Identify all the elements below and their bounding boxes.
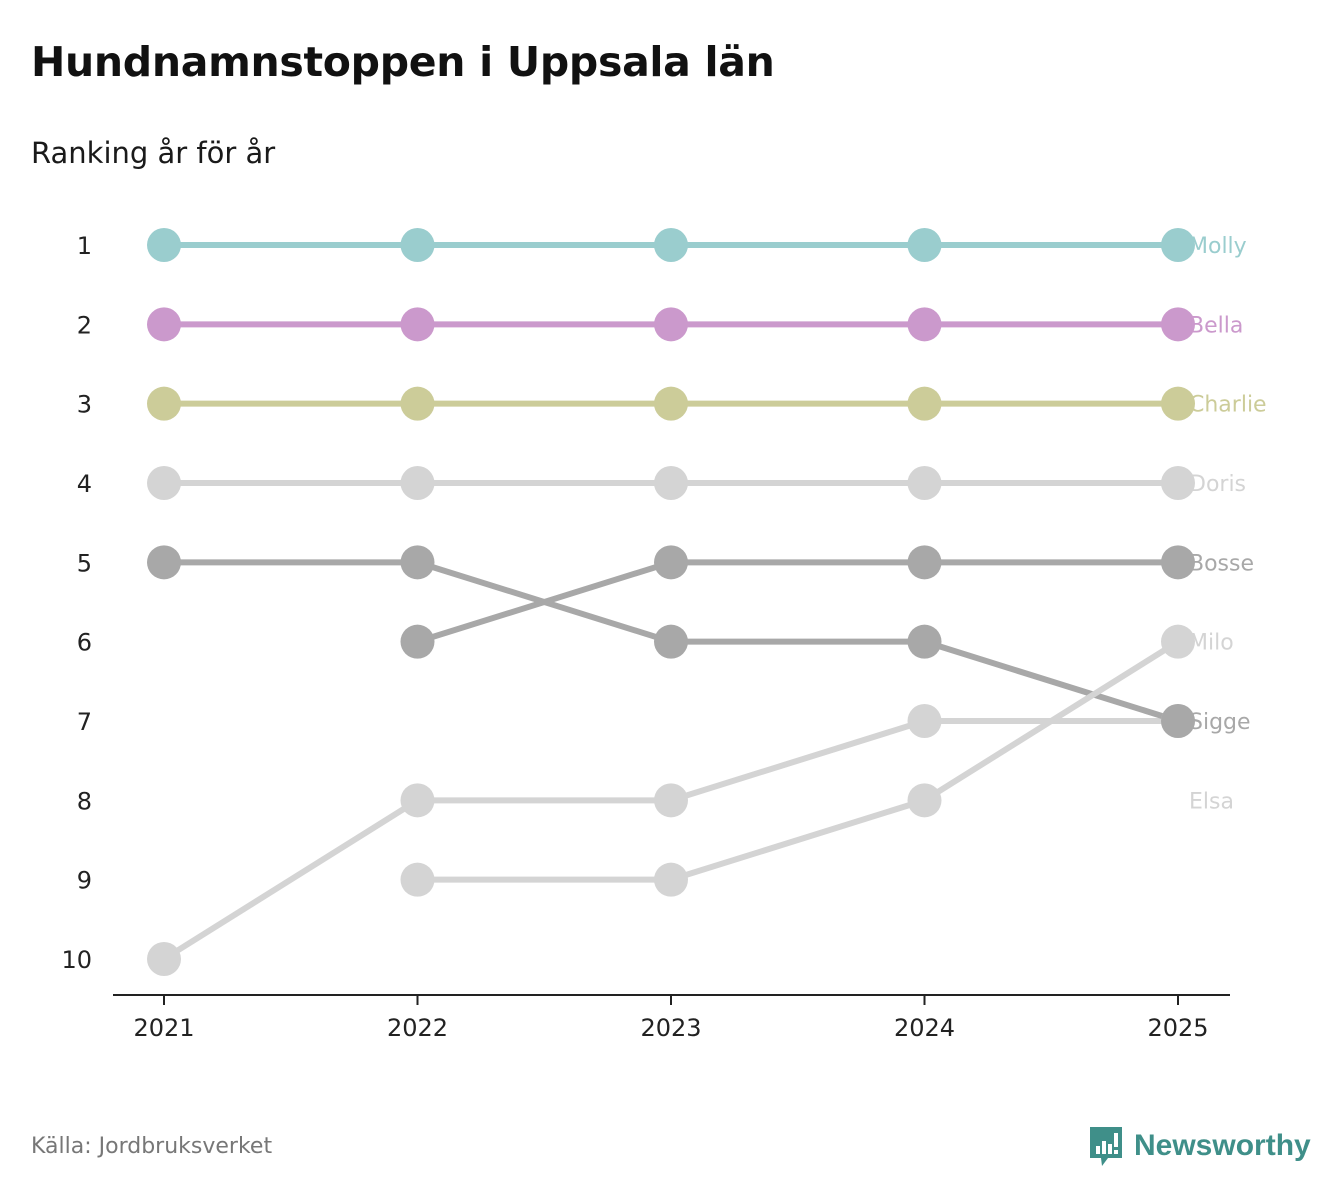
y-tick-label: 8 bbox=[77, 787, 92, 815]
point-molly bbox=[654, 228, 688, 262]
point-elsa bbox=[654, 783, 688, 818]
point-sigge bbox=[1161, 704, 1195, 738]
point-molly bbox=[400, 228, 435, 262]
chart-title: Hundnamnstoppen i Uppsala län bbox=[31, 38, 775, 86]
y-tick-label: 7 bbox=[77, 708, 92, 736]
point-milo bbox=[1161, 624, 1195, 659]
point-bella bbox=[400, 307, 435, 342]
point-doris bbox=[654, 466, 688, 500]
y-tick-label: 6 bbox=[77, 629, 92, 657]
y-tick-label: 4 bbox=[77, 470, 92, 498]
point-bella bbox=[907, 307, 942, 342]
point-doris bbox=[400, 466, 435, 500]
point-bella bbox=[1161, 307, 1195, 342]
series-lines bbox=[161, 242, 1181, 962]
point-charlie bbox=[1161, 386, 1195, 421]
point-charlie bbox=[907, 386, 942, 421]
point-bosse bbox=[654, 545, 688, 580]
series-label-molly: Molly bbox=[1189, 234, 1247, 259]
point-sigge bbox=[907, 624, 942, 659]
chart-subtitle: Ranking år för år bbox=[31, 136, 276, 170]
point-sigge bbox=[147, 545, 181, 580]
series-label-milo: Milo bbox=[1189, 631, 1234, 656]
point-sigge bbox=[400, 545, 435, 580]
series-label-charlie: Charlie bbox=[1189, 393, 1267, 418]
y-tick-label: 5 bbox=[77, 549, 92, 577]
series-points bbox=[147, 228, 1195, 976]
point-sigge bbox=[654, 624, 688, 659]
y-tick-label: 1 bbox=[77, 232, 92, 260]
brand-logo[interactable]: Newsworthy bbox=[1088, 1124, 1311, 1168]
point-bella bbox=[654, 307, 688, 342]
brand-name: Newsworthy bbox=[1134, 1129, 1311, 1162]
point-milo bbox=[654, 862, 688, 897]
series-line-bosse bbox=[414, 559, 1181, 645]
series-label-sigge: Sigge bbox=[1189, 710, 1251, 735]
x-axis-ticks: 2021 2022 2023 2024 2025 bbox=[133, 995, 1209, 1042]
series-labels: Molly Bella Charlie Doris Bosse Milo Sigge Elsa bbox=[1189, 234, 1267, 814]
point-molly bbox=[1161, 228, 1195, 262]
point-elsa bbox=[147, 942, 181, 976]
point-charlie bbox=[654, 386, 688, 421]
x-tick-label: 2023 bbox=[640, 1014, 701, 1042]
y-tick-label: 3 bbox=[77, 391, 92, 419]
x-tick-label: 2025 bbox=[1147, 1014, 1208, 1042]
point-charlie bbox=[400, 386, 435, 421]
x-tick-label: 2024 bbox=[894, 1014, 955, 1042]
point-charlie bbox=[147, 386, 181, 421]
point-bosse bbox=[907, 545, 942, 580]
series-label-elsa: Elsa bbox=[1189, 789, 1234, 814]
point-doris bbox=[907, 466, 942, 500]
series-label-bella: Bella bbox=[1189, 313, 1243, 338]
series-line-milo bbox=[414, 638, 1181, 883]
series-label-doris: Doris bbox=[1189, 472, 1246, 497]
point-bella bbox=[147, 307, 181, 342]
y-tick-label: 10 bbox=[61, 946, 92, 974]
y-tick-label: 2 bbox=[77, 311, 92, 339]
y-tick-label: 9 bbox=[77, 867, 92, 895]
point-doris bbox=[1161, 466, 1195, 500]
series-line-elsa bbox=[161, 718, 1181, 962]
series-label-bosse: Bosse bbox=[1189, 551, 1254, 576]
point-doris bbox=[147, 466, 181, 500]
y-axis-ticks: 1 2 3 4 5 6 7 8 9 10 bbox=[61, 232, 92, 974]
newsworthy-icon bbox=[1090, 1127, 1122, 1166]
point-milo bbox=[907, 783, 942, 818]
point-elsa bbox=[907, 704, 942, 738]
point-milo bbox=[400, 862, 435, 897]
x-tick-label: 2022 bbox=[387, 1014, 448, 1042]
point-bosse bbox=[400, 624, 435, 659]
source-note: Källa: Jordbruksverket bbox=[31, 1134, 273, 1159]
point-molly bbox=[147, 228, 181, 262]
point-elsa bbox=[400, 783, 435, 818]
point-bosse bbox=[1161, 545, 1195, 580]
x-tick-label: 2021 bbox=[133, 1014, 194, 1042]
point-molly bbox=[907, 228, 942, 262]
